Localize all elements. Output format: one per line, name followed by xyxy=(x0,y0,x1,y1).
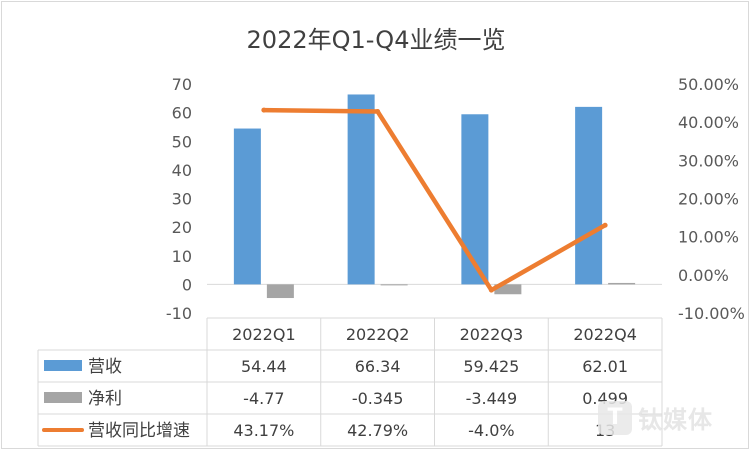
y-left-tick-label: 0 xyxy=(182,275,192,294)
revenue-bar xyxy=(233,128,261,285)
y-right-tick-label: 40.00% xyxy=(678,113,739,132)
y-left-tick-label: 70 xyxy=(172,75,192,94)
profit-bar xyxy=(380,284,408,286)
y-right-tick-label: -10.00% xyxy=(678,304,745,323)
watermark-text: 钛媒体 xyxy=(638,406,713,434)
table-cell-value: 42.79% xyxy=(347,421,408,440)
table-cell-value: -4.77 xyxy=(243,389,284,408)
revenue-bar xyxy=(575,106,603,285)
profit-bar xyxy=(266,284,294,299)
table-cell-value: 54.44 xyxy=(241,357,287,376)
table-cell-value: 59.425 xyxy=(463,357,519,376)
line-layer xyxy=(261,107,608,293)
growth-point xyxy=(488,287,494,293)
growth-point xyxy=(375,109,381,115)
table-cell-value: -0.345 xyxy=(352,389,404,408)
table-cell-value: -4.0% xyxy=(468,421,514,440)
table-cell-value: -3.449 xyxy=(466,389,518,408)
series-name: 净利 xyxy=(88,389,122,409)
y-left-tick-label: 60 xyxy=(172,104,192,123)
y-left-tick-label: 20 xyxy=(172,218,192,237)
table-cell-value: 43.17% xyxy=(233,421,294,440)
profit-bar xyxy=(494,284,522,295)
watermark-icon: T xyxy=(598,400,632,435)
watermark-logo: T 钛媒体 xyxy=(598,400,713,435)
y-left-tick-label: 50 xyxy=(172,132,192,151)
revenue-bar xyxy=(347,94,375,285)
y-left-tick-label: -10 xyxy=(166,304,192,323)
axes-layer: 70 60 50 40 30 20 10 0 -10 50.00% 40.00% 30.00% 20.0… xyxy=(166,75,745,323)
legend-key-revenue xyxy=(44,360,82,371)
y-right-tick-label: 10.00% xyxy=(678,228,739,247)
y-left-tick-label: 10 xyxy=(172,247,192,266)
series-name: 营收同比增速 xyxy=(88,421,190,441)
table-cell-value: 62.01 xyxy=(582,357,628,376)
chart-title: 2022年Q1-Q4业绩一览 xyxy=(247,26,506,54)
table-category-label: 2022Q1 xyxy=(232,325,296,344)
revenue-bar xyxy=(461,114,489,285)
y-left-tick-label: 30 xyxy=(172,190,192,209)
growth-point xyxy=(602,222,608,228)
y-right-tick-label: 20.00% xyxy=(678,190,739,209)
table-cell-value: 66.34 xyxy=(355,357,401,376)
bars-layer xyxy=(233,94,636,299)
table-category-label: 2022Q4 xyxy=(573,325,637,344)
profit-bar xyxy=(608,282,636,285)
y-right-tick-label: 50.00% xyxy=(678,75,739,94)
legend-key-profit xyxy=(44,392,82,403)
series-name: 营收 xyxy=(88,357,122,377)
y-right-tick-label: 0.00% xyxy=(678,266,729,285)
table-category-label: 2022Q2 xyxy=(346,325,410,344)
data-table: 2022Q1 2022Q2 2022Q3 2022Q4 营收 54.44 66.34 59.4… xyxy=(37,317,663,447)
y-right-tick-label: 30.00% xyxy=(678,151,739,170)
growth-point xyxy=(261,107,267,113)
y-left-tick-label: 40 xyxy=(172,161,192,180)
table-category-label: 2022Q3 xyxy=(460,325,524,344)
growth-line xyxy=(261,107,608,293)
